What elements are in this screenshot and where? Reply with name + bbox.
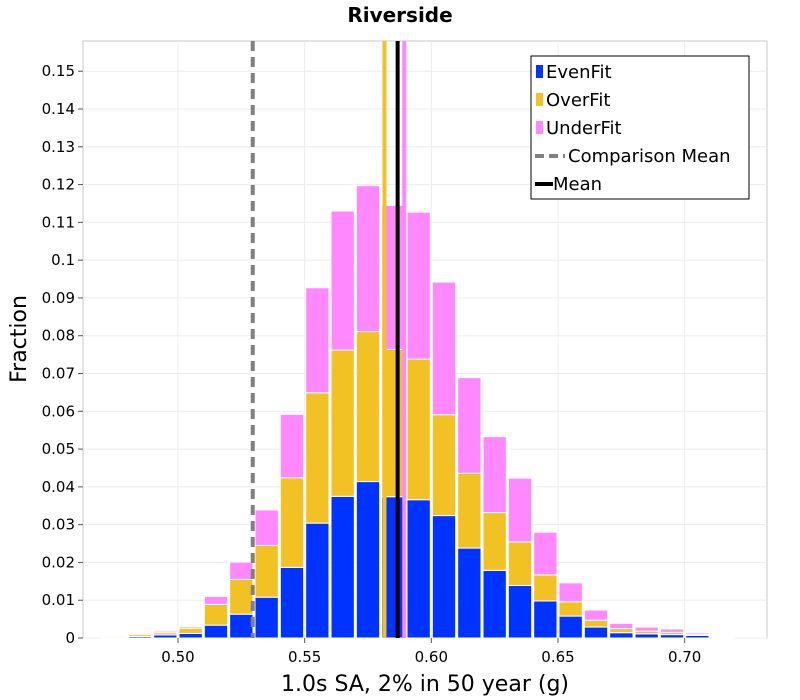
y-tick-label: 0.15 — [42, 62, 75, 80]
bar-overfit — [254, 544, 279, 598]
bar-overfit — [507, 541, 533, 586]
bar-underfit — [330, 210, 355, 351]
bar-underfit — [431, 281, 457, 416]
y-tick-label: 0.02 — [42, 553, 75, 571]
bar-underfit — [457, 377, 482, 474]
bar-underfit — [355, 185, 381, 333]
bar-underfit — [558, 582, 583, 603]
bar-overfit — [355, 331, 381, 483]
y-tick-label: 0.08 — [42, 327, 75, 345]
x-tick-label: 0.65 — [541, 648, 574, 666]
bar-underfit — [178, 626, 203, 629]
bar-evenfit — [634, 633, 659, 639]
bar-overfit — [203, 603, 229, 626]
bar-underfit — [507, 477, 533, 543]
legend-swatch-evenfit — [536, 65, 543, 78]
bar-evenfit — [431, 515, 457, 639]
bar-evenfit — [330, 495, 355, 639]
y-tick-label: 0.12 — [42, 176, 75, 194]
bar-overfit — [279, 477, 305, 568]
x-axis: 0.50 0.55 0.60 0.65 0.70 — [161, 638, 701, 666]
bar-evenfit — [279, 566, 305, 639]
y-tick-label: 0.07 — [42, 365, 75, 383]
bar-underfit — [153, 630, 178, 634]
y-tick-label: 0.09 — [42, 289, 75, 307]
bar-underfit — [634, 626, 659, 632]
bar-evenfit — [558, 615, 583, 639]
y-tick-label: 0.06 — [42, 402, 75, 420]
y-axis: 0 0.01 0.02 0.03 0.04 0.05 0.06 0.07 0.08 0.09 0.1… — [42, 62, 83, 647]
bar-evenfit — [507, 584, 533, 639]
y-tick-label: 0.11 — [42, 213, 75, 231]
bar-evenfit — [229, 613, 254, 639]
bar-overfit — [482, 512, 507, 571]
legend-label-overfit: OverFit — [546, 90, 610, 111]
bar-overfit — [609, 628, 634, 634]
bar-evenfit — [355, 481, 381, 639]
bar-underfit — [482, 436, 507, 514]
bar-underfit — [203, 595, 229, 605]
bar-underfit — [533, 531, 558, 576]
chart-title: Riverside — [347, 3, 452, 27]
bar-evenfit — [482, 569, 507, 639]
x-tick-label: 0.55 — [288, 648, 321, 666]
legend-swatch-overfit — [536, 93, 543, 106]
bar-evenfit — [254, 596, 279, 639]
bar-underfit — [254, 509, 279, 546]
bar-series — [102, 185, 735, 639]
legend-label-mean: Mean — [553, 174, 602, 195]
bar-underfit — [659, 628, 685, 633]
bar-overfit — [431, 414, 457, 517]
y-tick-label: 0.05 — [42, 440, 75, 458]
x-tick-label: 0.50 — [161, 648, 194, 666]
bar-underfit — [305, 287, 330, 394]
bar-overfit — [457, 472, 482, 549]
legend-label-evenfit: EvenFit — [546, 62, 612, 83]
legend-label-underfit: UnderFit — [546, 118, 622, 139]
legend-label-comparison-mean: Comparison Mean — [568, 146, 731, 167]
bar-evenfit — [609, 632, 634, 639]
y-tick-label: 0.14 — [42, 100, 75, 118]
bar-underfit — [102, 634, 127, 637]
bar-overfit — [583, 619, 609, 628]
x-tick-label: 0.60 — [415, 648, 448, 666]
x-axis-title: 1.0s SA, 2% in 50 year (g) — [281, 672, 569, 697]
bar-overfit — [533, 574, 558, 602]
y-tick-label: 0.03 — [42, 516, 75, 534]
bar-underfit — [685, 632, 710, 635]
y-axis-title: Fraction — [7, 295, 32, 383]
bar-evenfit — [178, 632, 203, 639]
x-tick-label: 0.70 — [668, 648, 701, 666]
bar-overfit — [229, 578, 254, 615]
legend-swatch-underfit — [536, 121, 543, 134]
y-tick-label: 0.13 — [42, 138, 75, 156]
bar-evenfit — [533, 600, 558, 639]
bar-underfit — [406, 211, 431, 360]
bar-evenfit — [406, 499, 431, 639]
bar-evenfit — [457, 547, 482, 639]
bar-evenfit — [659, 634, 685, 639]
bar-underfit — [127, 632, 153, 636]
y-tick-label: 0 — [65, 629, 75, 647]
bar-evenfit — [583, 626, 609, 639]
bar-overfit — [406, 358, 431, 501]
legend: EvenFit OverFit UnderFit Comparison Mean Mea… — [530, 55, 750, 200]
y-tick-label: 0.1 — [51, 251, 75, 269]
mean-lines — [250, 41, 407, 638]
bar-overfit — [558, 601, 583, 617]
bar-evenfit — [305, 522, 330, 639]
y-tick-label: 0.01 — [42, 591, 75, 609]
y-tick-label: 0.04 — [42, 478, 75, 496]
bar-overfit — [330, 349, 355, 497]
bar-overfit — [305, 392, 330, 524]
bar-underfit — [279, 413, 305, 479]
legend-box — [530, 55, 750, 200]
bar-underfit — [609, 622, 634, 630]
bar-overfit — [178, 627, 203, 634]
bar-underfit — [583, 609, 609, 621]
bar-evenfit — [203, 624, 229, 639]
bar-underfit — [229, 561, 254, 580]
